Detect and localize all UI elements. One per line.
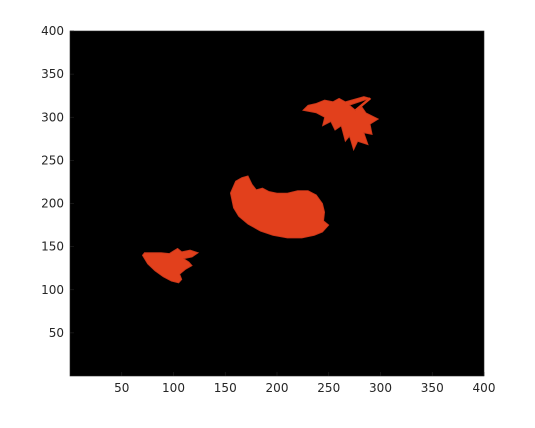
object-large-dome-blob bbox=[229, 175, 330, 239]
y-tick-label: 250 bbox=[41, 153, 64, 167]
object-small-leaf-blob bbox=[141, 247, 200, 284]
x-tick-label: 50 bbox=[114, 381, 129, 395]
y-tick-label: 50 bbox=[49, 326, 64, 340]
x-tick-label: 100 bbox=[162, 381, 185, 395]
y-axis: 50 100 150 200 250 300 350 400 bbox=[41, 24, 74, 340]
x-tick-label: 350 bbox=[421, 381, 444, 395]
x-tick-label: 300 bbox=[369, 381, 392, 395]
y-tick-label: 100 bbox=[41, 283, 64, 297]
y-tick-label: 350 bbox=[41, 67, 64, 81]
maple-leaf-stem bbox=[354, 97, 371, 112]
x-tick-label: 200 bbox=[266, 381, 289, 395]
objects-layer bbox=[141, 96, 380, 284]
x-tick-label: 150 bbox=[214, 381, 237, 395]
x-tick-label: 250 bbox=[317, 381, 340, 395]
y-tick-label: 300 bbox=[41, 110, 64, 124]
y-tick-label: 400 bbox=[41, 24, 64, 38]
x-axis: 50 100 150 200 250 300 350 400 bbox=[114, 372, 495, 395]
x-tick-label: 400 bbox=[473, 381, 496, 395]
y-tick-label: 200 bbox=[41, 197, 64, 211]
y-tick-label: 150 bbox=[41, 240, 64, 254]
object-maple-leaf bbox=[302, 96, 380, 152]
